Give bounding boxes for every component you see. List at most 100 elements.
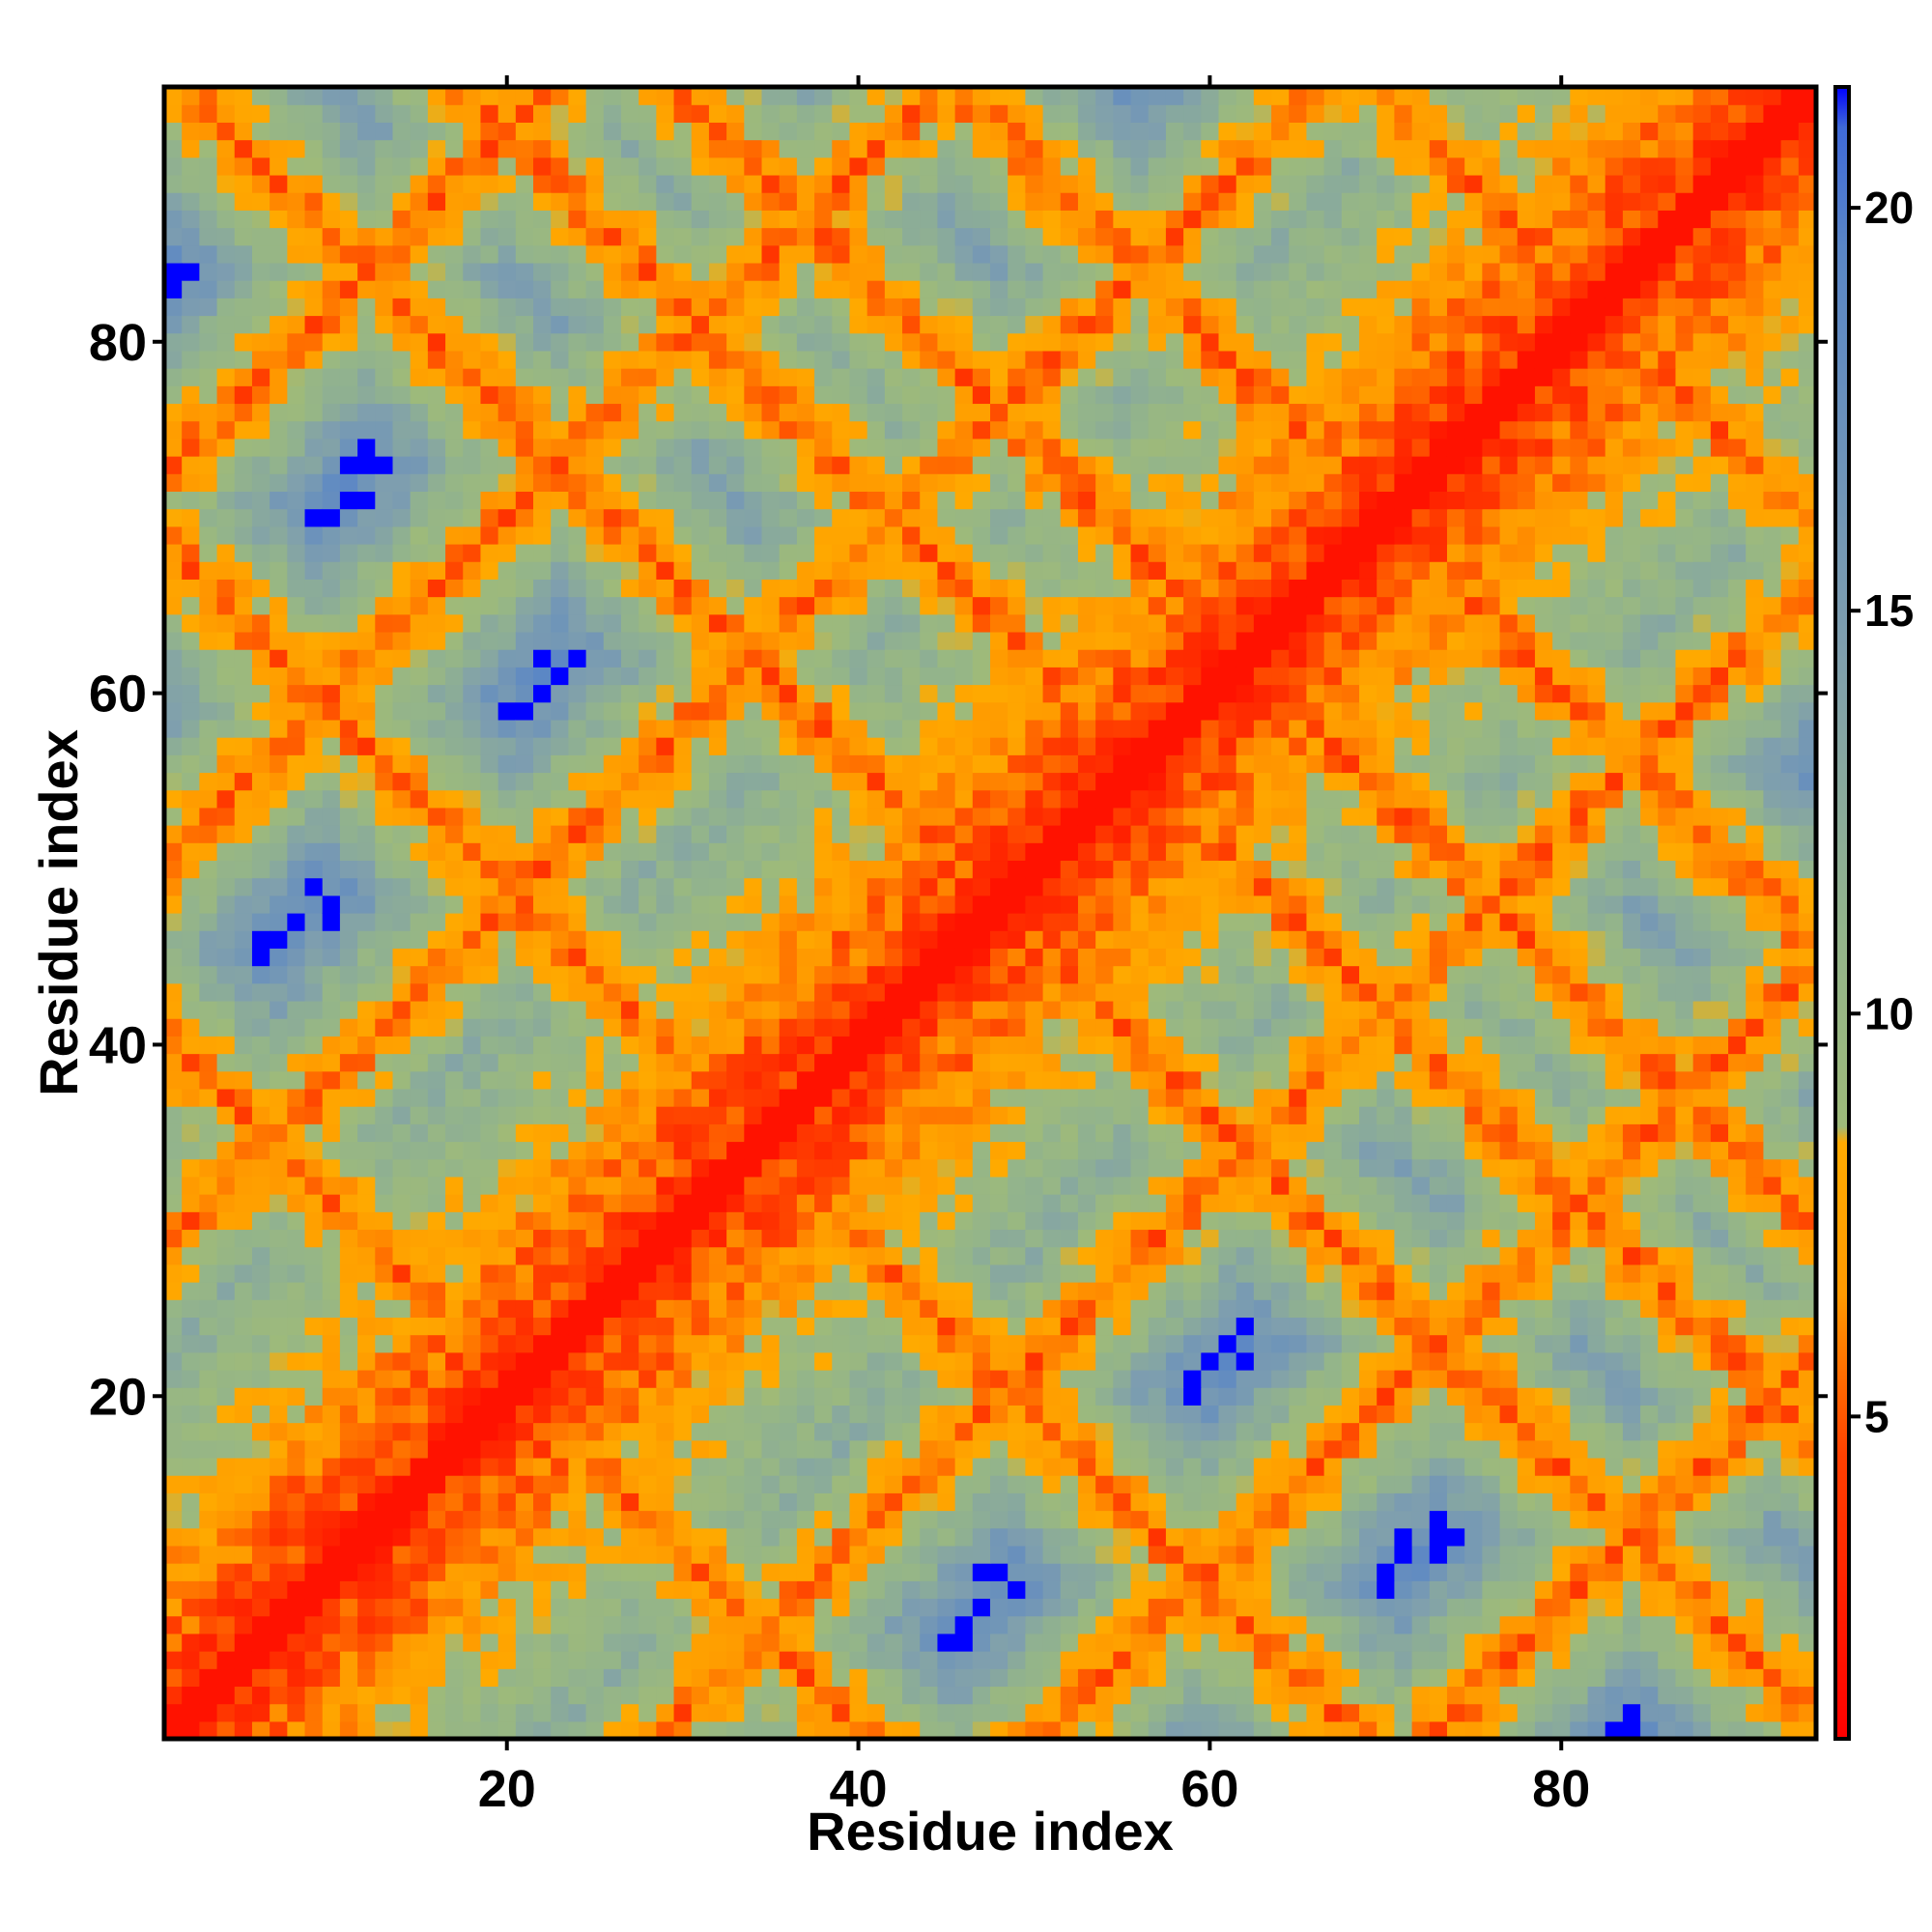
heatmap-cell: [779, 1387, 798, 1406]
heatmap-cell: [427, 842, 446, 862]
heatmap-cell: [375, 1686, 394, 1705]
heatmap-cell: [497, 1439, 517, 1459]
heatmap-cell: [199, 1422, 218, 1441]
heatmap-cell: [251, 1229, 270, 1248]
heatmap-cell: [761, 1475, 781, 1493]
heatmap-cell: [639, 613, 657, 633]
heatmap-cell: [1746, 1492, 1765, 1512]
heatmap-cell: [410, 1018, 429, 1037]
heatmap-cell: [322, 561, 341, 580]
heatmap-cell: [1622, 1317, 1641, 1336]
heatmap-cell: [287, 139, 306, 158]
heatmap-cell: [1095, 1422, 1114, 1441]
heatmap-cell: [656, 420, 675, 440]
heatmap-cell: [867, 1176, 886, 1195]
heatmap-cell: [620, 596, 639, 615]
heatmap-cell: [322, 719, 341, 738]
heatmap-cell: [1587, 1176, 1606, 1195]
heatmap-cell: [814, 1405, 833, 1424]
heatmap-cell: [251, 561, 270, 580]
heatmap-cell: [1692, 1229, 1712, 1248]
heatmap-cell: [164, 1141, 183, 1160]
heatmap-cell: [463, 1088, 482, 1107]
heatmap-cell: [357, 649, 376, 668]
heatmap-cell: [497, 982, 517, 1002]
heatmap-cell: [234, 1211, 253, 1231]
heatmap-cell: [234, 1282, 253, 1300]
heatmap-cell: [585, 526, 605, 545]
heatmap-cell: [1482, 1598, 1501, 1617]
heatmap-cell: [568, 456, 587, 474]
heatmap-cell: [234, 1598, 253, 1617]
heatmap-cell: [392, 1334, 412, 1353]
heatmap-cell: [322, 244, 341, 264]
heatmap-cell: [1113, 1475, 1132, 1493]
heatmap-cell: [251, 1633, 270, 1652]
heatmap-cell: [287, 1422, 306, 1441]
heatmap-cell: [726, 1720, 745, 1740]
heatmap-cell: [1025, 1527, 1044, 1547]
heatmap-cell: [1201, 1211, 1220, 1231]
heatmap-cell: [445, 122, 464, 141]
heatmap-cell: [691, 139, 710, 158]
heatmap-cell: [708, 104, 727, 123]
heatmap-cell: [515, 825, 534, 843]
heatmap-cell: [270, 1106, 288, 1124]
heatmap-cell: [515, 1475, 534, 1493]
heatmap-cell: [410, 1651, 429, 1669]
heatmap-cell: [216, 1123, 236, 1143]
heatmap-cell: [673, 227, 693, 246]
heatmap-cell: [551, 1317, 569, 1336]
heatmap-cell: [1763, 1422, 1782, 1441]
heatmap-cell: [972, 1668, 991, 1688]
heatmap-cell: [410, 1036, 429, 1055]
heatmap-cell: [375, 701, 394, 721]
heatmap-cell: [1728, 1317, 1747, 1336]
heatmap-cell: [304, 1246, 324, 1265]
heatmap-cell: [1165, 1651, 1184, 1669]
heatmap-cell: [673, 1053, 693, 1072]
heatmap-cell: [673, 719, 693, 738]
heatmap-cell: [445, 1686, 464, 1705]
heatmap-cell: [1253, 1686, 1272, 1705]
heatmap-cell: [1798, 1651, 1817, 1669]
heatmap-cell: [796, 1598, 815, 1617]
heatmap-cell: [1622, 1668, 1641, 1688]
heatmap-cell: [427, 280, 446, 298]
heatmap-cell: [234, 1439, 253, 1459]
heatmap-cell: [1780, 1194, 1800, 1212]
heatmap-cell: [1025, 1668, 1044, 1688]
heatmap-cell: [182, 1387, 200, 1406]
heatmap-cell: [182, 842, 200, 862]
heatmap-cell: [920, 1668, 939, 1688]
heatmap-cell: [673, 1405, 693, 1424]
heatmap-cell: [392, 1369, 412, 1388]
heatmap-cell: [357, 965, 376, 984]
heatmap-cell: [199, 1053, 218, 1072]
heatmap-cell: [972, 1176, 991, 1195]
heatmap-cell: [726, 1351, 745, 1371]
heatmap-cell: [410, 948, 429, 967]
heatmap-cell: [392, 860, 412, 879]
heatmap-cell: [304, 139, 324, 158]
heatmap-cell: [445, 1053, 464, 1072]
heatmap-cell: [164, 1615, 183, 1634]
heatmap-cell: [1323, 1439, 1343, 1459]
heatmap-cell: [251, 350, 270, 369]
heatmap-cell: [375, 1141, 394, 1160]
heatmap-cell: [603, 1317, 622, 1336]
heatmap-cell: [1482, 1668, 1501, 1688]
heatmap-cell: [937, 1369, 956, 1388]
heatmap-cell: [937, 1282, 956, 1300]
heatmap-cell: [497, 719, 517, 738]
heatmap-cell: [954, 1580, 974, 1600]
heatmap-cell: [216, 1651, 236, 1669]
heatmap-cell: [322, 1563, 341, 1581]
heatmap-cell: [1675, 1387, 1694, 1406]
heatmap-cell: [287, 1070, 306, 1090]
heatmap-cell: [603, 1176, 622, 1195]
heatmap-cell: [304, 948, 324, 967]
heatmap-cell: [656, 1194, 675, 1212]
heatmap-cell: [620, 1088, 639, 1107]
heatmap-cell: [410, 1334, 429, 1353]
